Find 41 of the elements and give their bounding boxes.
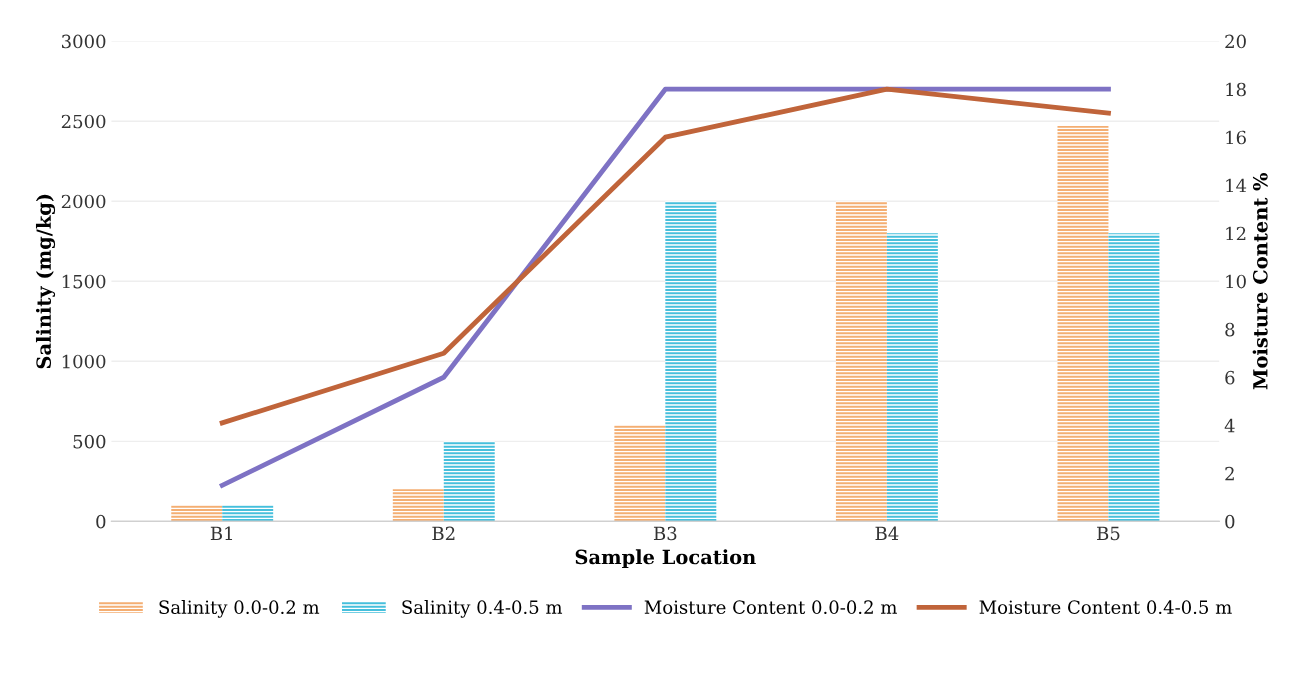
legend-label: Moisture Content 0.4-0.5 m: [979, 600, 1232, 615]
x-tick-label: B1: [210, 526, 233, 540]
bar: [665, 201, 717, 522]
y-tick-label: 0: [96, 514, 106, 529]
y2-tick-label: 0: [1225, 514, 1235, 529]
bar: [886, 233, 938, 522]
y-tick-label: 500: [73, 434, 106, 449]
y2-tick-label: 8: [1225, 322, 1235, 337]
x-axis-title: Sample Location: [575, 549, 756, 569]
legend-label: Salinity 0.0-0.2 m: [159, 600, 320, 618]
y-tick-label: 1500: [62, 274, 106, 289]
bar: [443, 441, 495, 522]
x-tick-label: B2: [432, 526, 455, 540]
bar: [1108, 233, 1160, 522]
y2-tick-label: 2: [1225, 466, 1234, 481]
y2-tick-label: 12: [1226, 226, 1246, 241]
x-tick-label: B5: [1097, 526, 1120, 541]
bar: [1057, 126, 1109, 522]
y-tick-label: 1000: [62, 354, 106, 369]
legend-label: Salinity 0.4-0.5 m: [402, 600, 563, 618]
y2-axis-title: Moisture Content %: [1252, 172, 1268, 390]
y2-tick-label: 6: [1225, 370, 1235, 385]
x-tick-label: B3: [653, 526, 677, 541]
y-tick-label: 2500: [61, 114, 106, 129]
x-tick-label: B4: [875, 526, 899, 540]
bar: [614, 425, 666, 522]
y2-tick-label: 14: [1226, 178, 1247, 193]
line-series: [219, 86, 1111, 426]
y2-tick-label: 20: [1225, 34, 1246, 49]
y2-tick-label: 10: [1226, 274, 1246, 289]
legend-label: Moisture Content 0.0-0.2 m: [644, 600, 897, 615]
bar: [835, 201, 887, 522]
y2-tick-label: 4: [1224, 418, 1235, 433]
y-tick-label: 2000: [61, 194, 106, 209]
bar: [171, 505, 223, 522]
bar: [222, 505, 274, 522]
y2-tick-label: 18: [1226, 82, 1246, 97]
y-axis-title: Salinity (mg/kg): [35, 194, 56, 369]
y2-tick-label: 16: [1226, 130, 1246, 145]
y-tick-label: 3000: [62, 34, 106, 49]
bar: [392, 489, 444, 522]
